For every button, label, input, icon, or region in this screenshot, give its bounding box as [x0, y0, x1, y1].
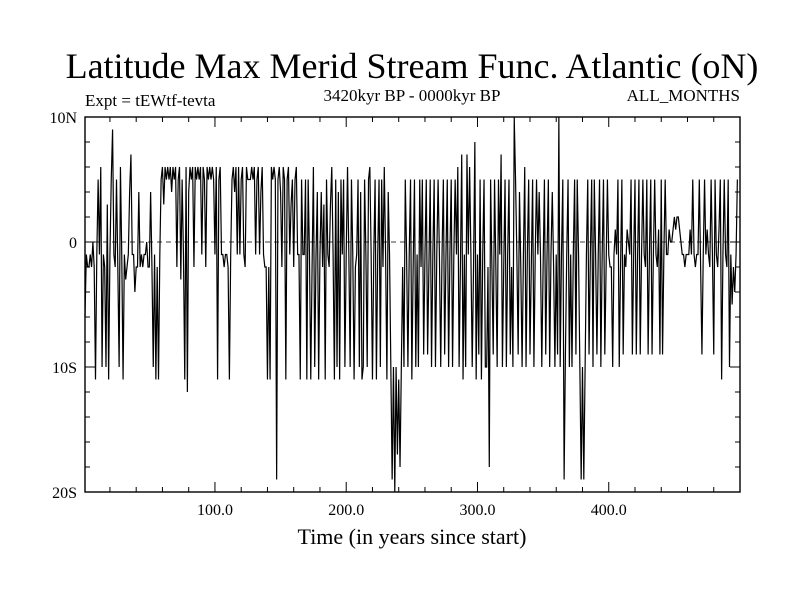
ticks-group: 100.0 200.0 300.0 400.0 10N 0 10S 20S [49, 110, 740, 519]
experiment-label: Expt = tEWtf-tevta [85, 91, 216, 110]
series-group [84, 116, 738, 493]
x-tick-label: 100.0 [197, 502, 233, 519]
y-tick-label: 10N [49, 110, 77, 127]
chart-title: Latitude Max Merid Stream Func. Atlantic… [66, 46, 759, 86]
x-tick-label: 300.0 [459, 502, 495, 519]
x-tick-label: 200.0 [328, 502, 364, 519]
y-tick-label: 20S [52, 485, 77, 502]
time-range-label: 3420kyr BP - 0000kyr BP [324, 86, 501, 105]
x-axis-label: Time (in years since start) [298, 524, 527, 549]
series-line [84, 116, 738, 493]
y-tick-label: 0 [69, 235, 77, 252]
x-tick-label: 400.0 [591, 502, 627, 519]
months-label: ALL_MONTHS [627, 86, 740, 105]
y-tick-label: 10S [52, 360, 77, 377]
